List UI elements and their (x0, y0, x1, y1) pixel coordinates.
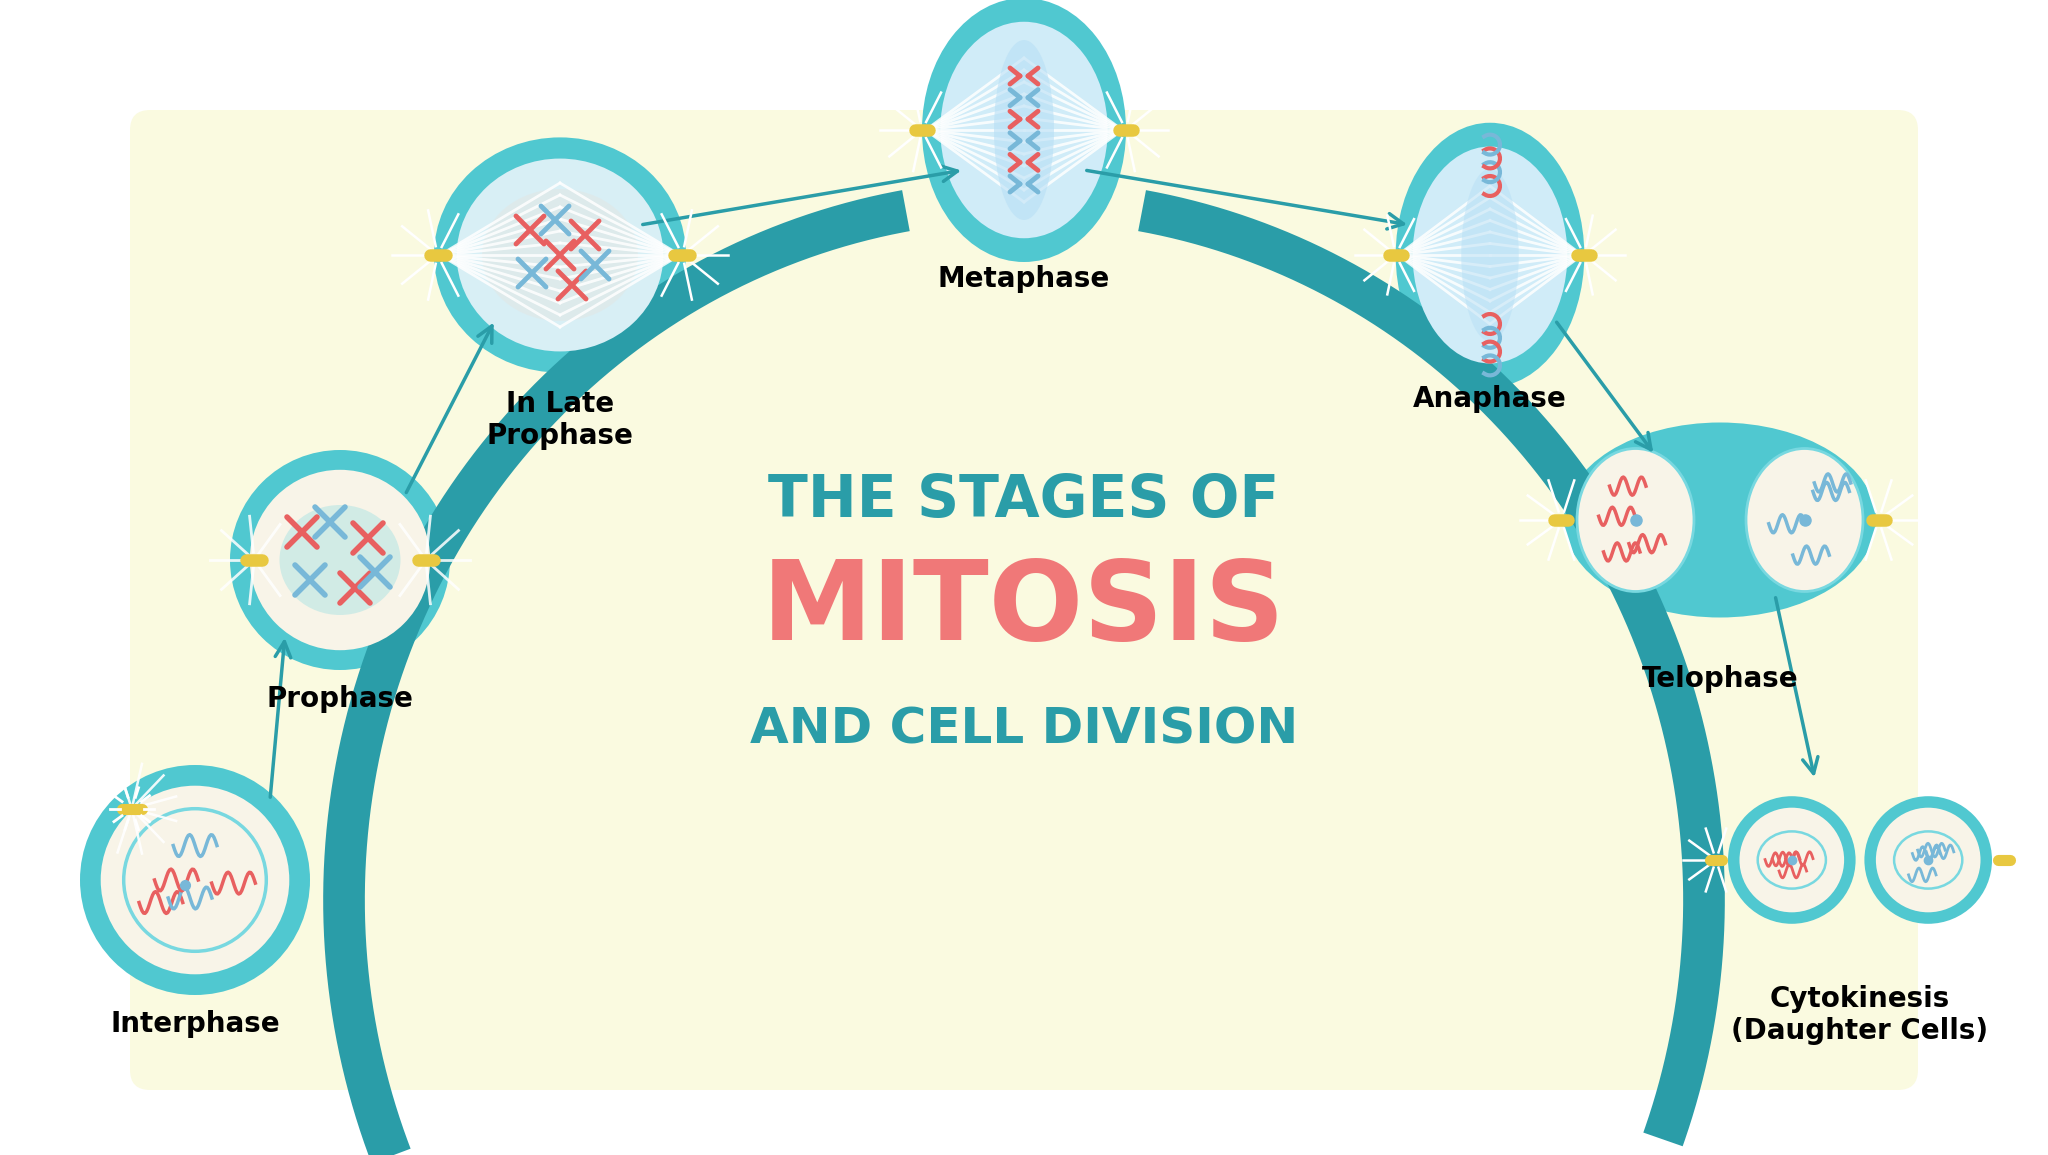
Circle shape (100, 785, 289, 975)
Ellipse shape (1894, 832, 1962, 888)
Circle shape (1864, 796, 1993, 924)
Ellipse shape (1462, 169, 1520, 341)
Circle shape (80, 765, 309, 994)
Text: MITOSIS: MITOSIS (762, 557, 1286, 663)
Circle shape (1739, 807, 1843, 912)
Ellipse shape (481, 189, 639, 321)
FancyBboxPatch shape (129, 110, 1919, 1090)
Circle shape (123, 808, 266, 952)
Text: Telophase: Telophase (1642, 665, 1798, 693)
Ellipse shape (993, 40, 1055, 219)
Text: Metaphase: Metaphase (938, 264, 1110, 293)
Circle shape (229, 450, 451, 670)
Ellipse shape (279, 505, 401, 614)
Circle shape (1729, 796, 1855, 924)
Ellipse shape (1395, 122, 1585, 387)
Ellipse shape (1577, 448, 1694, 591)
Ellipse shape (434, 137, 686, 373)
Text: Anaphase: Anaphase (1413, 385, 1567, 413)
Text: Interphase: Interphase (111, 1009, 281, 1038)
Circle shape (1876, 807, 1980, 912)
Text: Prophase: Prophase (266, 685, 414, 713)
Ellipse shape (1413, 147, 1567, 364)
Ellipse shape (1757, 832, 1827, 888)
Ellipse shape (1565, 423, 1876, 618)
Ellipse shape (1747, 448, 1864, 591)
Circle shape (250, 470, 430, 650)
Text: AND CELL DIVISION: AND CELL DIVISION (750, 706, 1298, 754)
Ellipse shape (457, 158, 664, 351)
Ellipse shape (922, 0, 1126, 262)
Text: In Late
Prophase: In Late Prophase (487, 390, 633, 450)
Ellipse shape (940, 22, 1108, 238)
Text: Cytokinesis
(Daughter Cells): Cytokinesis (Daughter Cells) (1731, 985, 1989, 1045)
Text: THE STAGES OF: THE STAGES OF (768, 471, 1280, 529)
